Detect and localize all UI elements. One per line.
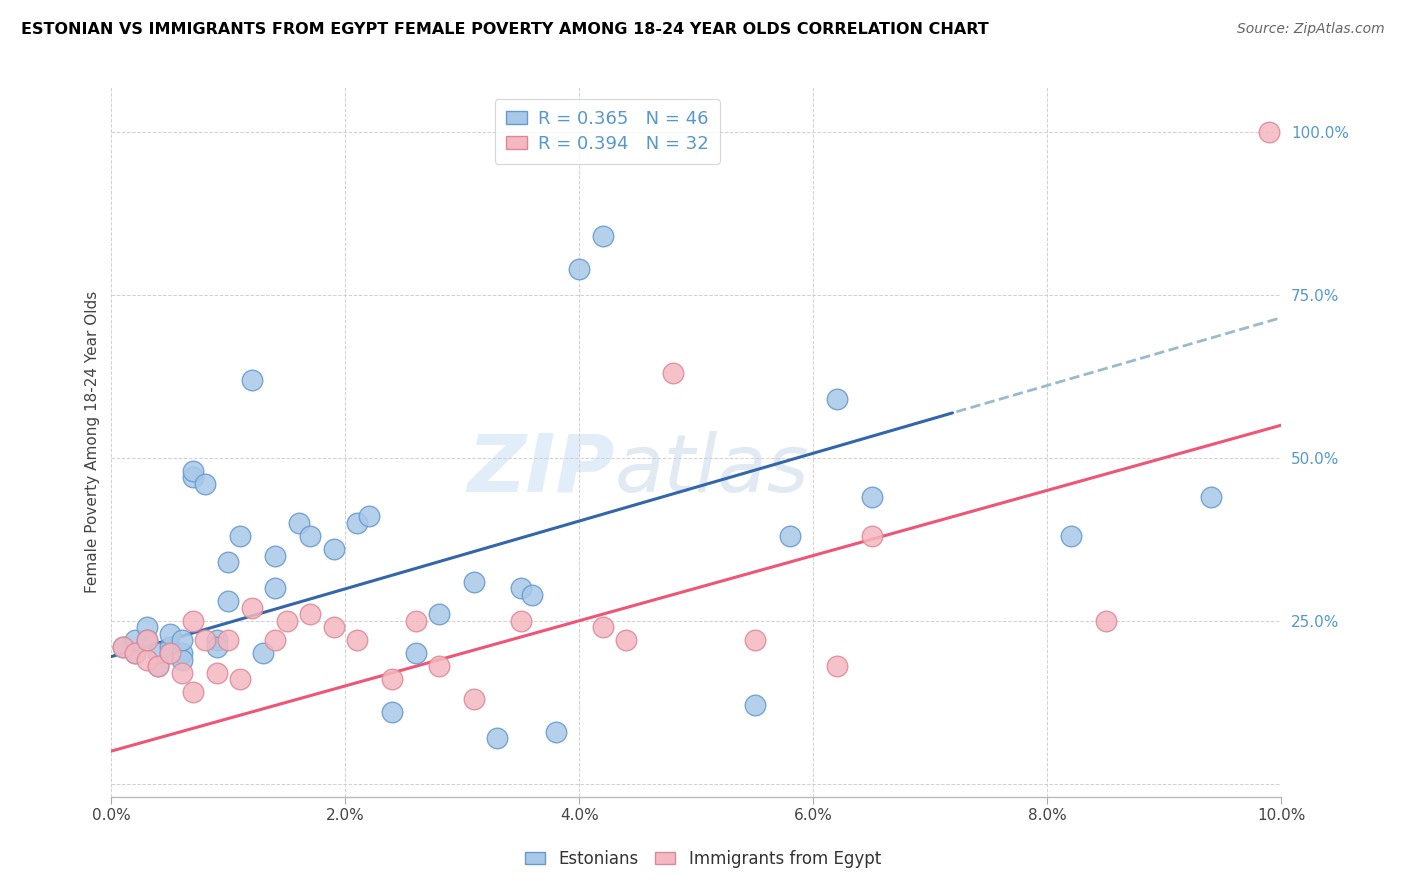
Point xyxy=(194,476,217,491)
Point xyxy=(181,464,204,478)
Legend: Estonians, Immigrants from Egypt: Estonians, Immigrants from Egypt xyxy=(519,844,887,875)
Point xyxy=(148,646,170,660)
Point xyxy=(148,659,170,673)
Legend: R = 0.365   N = 46, R = 0.394   N = 32: R = 0.365 N = 46, R = 0.394 N = 32 xyxy=(495,99,720,164)
Point xyxy=(744,633,766,648)
Point xyxy=(217,633,239,648)
Point xyxy=(124,633,146,648)
Point xyxy=(135,633,157,648)
Point xyxy=(486,731,509,745)
Point xyxy=(299,607,322,622)
Point xyxy=(744,698,766,713)
Point xyxy=(135,653,157,667)
Point xyxy=(194,633,217,648)
Point xyxy=(1199,490,1222,504)
Point xyxy=(181,685,204,699)
Point xyxy=(252,646,274,660)
Point xyxy=(405,646,427,660)
Point xyxy=(509,614,531,628)
Point xyxy=(825,392,848,406)
Point xyxy=(170,633,193,648)
Point xyxy=(405,614,427,628)
Point xyxy=(346,516,368,530)
Text: ESTONIAN VS IMMIGRANTS FROM EGYPT FEMALE POVERTY AMONG 18-24 YEAR OLDS CORRELATI: ESTONIAN VS IMMIGRANTS FROM EGYPT FEMALE… xyxy=(21,22,988,37)
Point xyxy=(240,373,263,387)
Point xyxy=(1094,614,1116,628)
Point xyxy=(170,646,193,660)
Point xyxy=(592,229,614,244)
Point xyxy=(381,705,404,719)
Point xyxy=(427,659,450,673)
Point xyxy=(544,724,567,739)
Point xyxy=(159,646,181,660)
Point xyxy=(357,509,380,524)
Text: ZIP: ZIP xyxy=(467,431,614,509)
Point xyxy=(1059,529,1081,543)
Point xyxy=(159,626,181,640)
Point xyxy=(860,490,883,504)
Y-axis label: Female Poverty Among 18-24 Year Olds: Female Poverty Among 18-24 Year Olds xyxy=(86,291,100,592)
Point xyxy=(205,665,228,680)
Point xyxy=(135,633,157,648)
Point xyxy=(148,659,170,673)
Point xyxy=(522,588,544,602)
Point xyxy=(509,581,531,595)
Point xyxy=(205,640,228,654)
Point xyxy=(124,646,146,660)
Point xyxy=(181,614,204,628)
Point xyxy=(662,366,685,380)
Point xyxy=(159,640,181,654)
Point xyxy=(825,659,848,673)
Point xyxy=(181,470,204,484)
Point xyxy=(463,574,485,589)
Point xyxy=(322,542,344,557)
Point xyxy=(112,640,135,654)
Point xyxy=(264,633,287,648)
Point xyxy=(568,261,591,276)
Point xyxy=(240,600,263,615)
Text: Source: ZipAtlas.com: Source: ZipAtlas.com xyxy=(1237,22,1385,37)
Point xyxy=(427,607,450,622)
Point xyxy=(170,665,193,680)
Point xyxy=(124,646,146,660)
Point xyxy=(287,516,309,530)
Text: atlas: atlas xyxy=(614,431,808,509)
Point xyxy=(217,555,239,569)
Point xyxy=(614,633,637,648)
Point xyxy=(264,581,287,595)
Point xyxy=(322,620,344,634)
Point xyxy=(205,633,228,648)
Point xyxy=(779,529,801,543)
Point xyxy=(381,673,404,687)
Point xyxy=(1258,125,1281,139)
Point xyxy=(346,633,368,648)
Point xyxy=(299,529,322,543)
Point xyxy=(159,646,181,660)
Point xyxy=(229,529,252,543)
Point xyxy=(170,653,193,667)
Point xyxy=(217,594,239,608)
Point xyxy=(264,549,287,563)
Point xyxy=(135,620,157,634)
Point xyxy=(592,620,614,634)
Point xyxy=(112,640,135,654)
Point xyxy=(860,529,883,543)
Point xyxy=(463,692,485,706)
Point xyxy=(276,614,298,628)
Point xyxy=(229,673,252,687)
